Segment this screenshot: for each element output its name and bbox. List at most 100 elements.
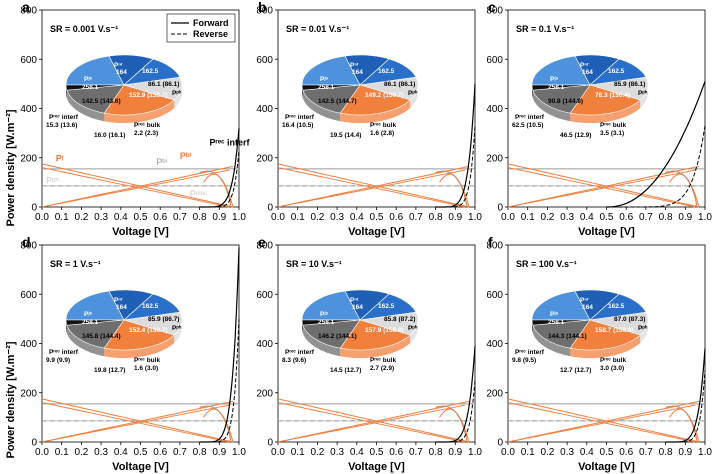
pj-curve-2 xyxy=(41,402,230,443)
pie-label-pjs: 258.1 xyxy=(318,84,335,91)
reverse-curve xyxy=(665,370,706,443)
pbi-curve-2 xyxy=(41,404,230,443)
pie-label-pph: 85.9 (86.1) xyxy=(614,81,645,88)
pie-slice-pbi xyxy=(569,84,641,116)
x-tick-label: 0.7 xyxy=(409,212,423,223)
pbi-curve xyxy=(41,165,234,208)
pie-label-prec: 15.3 (13.6) xyxy=(46,122,77,129)
x-tick-label: 1.0 xyxy=(232,447,246,458)
x-tick-label: 0.7 xyxy=(409,447,423,458)
x-axis-label: Voltage [V] xyxy=(348,226,405,238)
pie-label-pgrey: 146.2 (144.1) xyxy=(318,333,357,340)
pie-label-pnr-name: Pⁿʳ xyxy=(114,62,123,69)
x-tick-label: 0.1 xyxy=(55,212,69,223)
x-tick-label: 0.9 xyxy=(678,212,692,223)
x-tick-label: 0.0 xyxy=(501,447,515,458)
x-tick-label: 0.9 xyxy=(448,212,462,223)
pj-curve xyxy=(507,163,700,208)
pie-label-pgrey: 142.5 (143.6) xyxy=(82,98,121,105)
pie-label-pph-name: Pᵖʰ xyxy=(408,90,418,97)
pj-curve xyxy=(41,398,234,443)
x-tick-label: 0.3 xyxy=(330,212,344,223)
pie-label-pj: 12.7 (12.7) xyxy=(560,367,591,374)
pie-label-pph: 87.0 (87.3) xyxy=(614,316,645,323)
x-tick-label: 1.0 xyxy=(698,447,712,458)
y-tick-label: 400 xyxy=(256,339,273,350)
y-tick-label: 600 xyxy=(256,55,273,66)
pie-label-pnr: 164 xyxy=(352,69,363,76)
pie-label-pjs-name: Pʲˢ xyxy=(320,76,329,83)
y-tick-label: 600 xyxy=(256,290,273,301)
pie-label-pph: 85.9 (86.7) xyxy=(148,316,179,323)
y-tick-label: 200 xyxy=(20,153,37,164)
reverse-curve xyxy=(199,150,240,208)
x-axis-label: Voltage [V] xyxy=(578,226,635,238)
pie-label-pbi: 157.9 (158.9) xyxy=(365,327,404,334)
pie-label-ptop: 162.5 xyxy=(608,68,625,75)
pie-label-ptop: 162.5 xyxy=(608,303,625,310)
y-axis-label-top: Power density [W.m⁻²] xyxy=(5,109,17,226)
panel-e: 0.0 0.1 0.2 0.3 0.4 0.5 0.6 0.7 0.8 0.9 1.0 0 200 400… xyxy=(256,234,482,473)
panel-a: 0.0 0.1 0.2 0.3 0.4 0.5 0.6 0.7 0.8 0.9 1.0 0 200 400… xyxy=(20,0,250,238)
pie-slice-pjs xyxy=(531,290,591,321)
scan-rate-label: SR = 10 V.s⁻¹ xyxy=(286,259,342,269)
y-tick-label: 600 xyxy=(486,55,503,66)
x-axis-label: Voltage [V] xyxy=(578,461,635,473)
pie-label-pnr-name: Pⁿʳ xyxy=(114,297,123,304)
pie-label-pnr: 164 xyxy=(582,69,593,76)
x-tick-label: 0.6 xyxy=(619,447,633,458)
x-tick-label: 0.3 xyxy=(560,212,574,223)
x-tick-label: 0.3 xyxy=(94,447,108,458)
pie-label-pph: 86.1 (86.1) xyxy=(148,81,179,88)
y-tick-label: 400 xyxy=(486,104,503,115)
pie-label-pbulk: 1.6 (3.0) xyxy=(134,365,158,372)
y-tick-label: 400 xyxy=(256,104,273,115)
x-tick-label: 0.4 xyxy=(114,212,128,223)
panel-f: 0.0 0.1 0.2 0.3 0.4 0.5 0.6 0.7 0.8 0.9 1.0 0 200 400… xyxy=(486,234,712,473)
pie-label-pbulk: 2.2 (2.3) xyxy=(134,130,158,137)
pbi-curve xyxy=(277,165,470,208)
x-axis-label: Voltage [V] xyxy=(112,461,169,473)
pie-label-pjs-name: Pʲˢ xyxy=(320,311,329,318)
pie-slice-pgrey xyxy=(532,84,591,114)
x-tick-label: 0.6 xyxy=(389,447,403,458)
annotation-pelec: Pᵉˡᵉᶜ xyxy=(190,189,207,199)
x-tick-label: 0.5 xyxy=(134,447,148,458)
panel-letter: d xyxy=(22,234,31,250)
x-tick-label: 0.3 xyxy=(330,447,344,458)
y-tick-label: 0 xyxy=(31,203,37,214)
y-tick-label: 400 xyxy=(20,339,37,350)
pie-label-pnr-name: Pⁿʳ xyxy=(580,297,589,304)
annotation-prec-interf: Pʳᵉᶜ interf xyxy=(209,137,250,147)
x-tick-label: 0.5 xyxy=(370,212,384,223)
x-tick-label: 0.7 xyxy=(639,447,653,458)
y-tick-label: 0 xyxy=(267,438,273,449)
y-tick-label: 600 xyxy=(486,290,503,301)
annotation-pbi-orange: Pᵇⁱ xyxy=(180,150,192,161)
pbi-curve xyxy=(507,165,700,208)
panel-letter: f xyxy=(488,234,493,250)
x-tick-label: 0.3 xyxy=(560,447,574,458)
panel-c: 0.0 0.1 0.2 0.3 0.4 0.5 0.6 0.7 0.8 0.9 1.0 0 200 400… xyxy=(486,0,712,238)
pie-label-ptop: 162.5 xyxy=(142,68,159,75)
bump-curve-reverse xyxy=(199,170,232,208)
pie-label-ptop: 162.5 xyxy=(142,303,159,310)
pie-label-pjs-name: Pʲˢ xyxy=(84,76,93,83)
x-tick-label: 0.9 xyxy=(212,212,226,223)
bump-curve-reverse xyxy=(665,405,698,443)
pie-label-pbi: 152.4 (158.7) xyxy=(129,327,168,334)
pie-label-pnr-name: Pⁿʳ xyxy=(350,297,359,304)
pie-label-pbi: 149.2 (150.7) xyxy=(365,92,404,99)
x-tick-label: 1.0 xyxy=(698,212,712,223)
panel-letter: c xyxy=(488,0,496,15)
pbi-curve-2 xyxy=(277,169,466,208)
pj-curve xyxy=(507,398,700,443)
y-tick-label: 600 xyxy=(20,55,37,66)
pie-label-pph-name: Pᵖʰ xyxy=(638,325,648,332)
y-tick-label: 800 xyxy=(486,241,503,252)
pie-slice-pgrey xyxy=(66,84,125,114)
pie-label-pbulk: 3.0 (3.0) xyxy=(600,365,624,372)
pie-slice-pjs xyxy=(531,55,591,86)
pie-label-pjs-name: Pʲˢ xyxy=(550,76,559,83)
